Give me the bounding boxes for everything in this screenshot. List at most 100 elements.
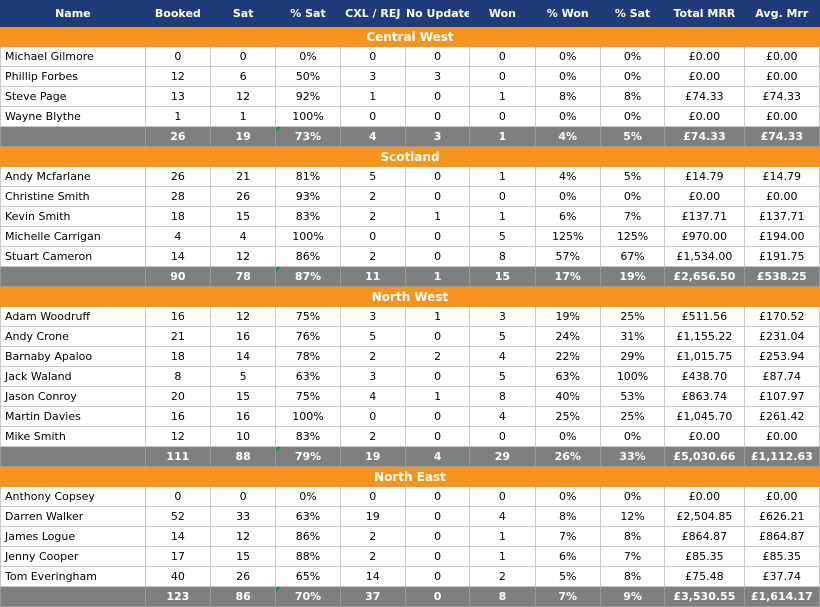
- cell-avg-mrr[interactable]: £231.04: [743, 326, 820, 347]
- cell-pct-sat[interactable]: 0%: [275, 486, 341, 507]
- cell-avg-mrr[interactable]: £37.74: [743, 566, 820, 587]
- cell-booked[interactable]: 40: [144, 566, 212, 587]
- cell-pct-sat[interactable]: 78%: [275, 346, 341, 367]
- header-cxl-rej[interactable]: CXL / REJ: [339, 0, 406, 27]
- cell-no-update[interactable]: 0: [404, 86, 471, 107]
- header-won[interactable]: Won: [469, 0, 536, 27]
- cell-total-mrr[interactable]: £74.33: [664, 86, 745, 107]
- total-cell-name[interactable]: [0, 446, 146, 467]
- cell-sat[interactable]: 14: [210, 346, 277, 367]
- cell-avg-mrr[interactable]: £626.21: [743, 506, 820, 527]
- cell-pct-sat-2[interactable]: 7%: [599, 546, 666, 567]
- cell-cxl-rej[interactable]: 5: [339, 166, 406, 187]
- cell-won[interactable]: 0: [469, 66, 536, 87]
- total-cell-won[interactable]: 8: [469, 586, 536, 607]
- cell-pct-sat[interactable]: 0%: [275, 46, 341, 67]
- total-cell-total-mrr[interactable]: £2,656.50: [664, 266, 745, 287]
- cell-pct-sat[interactable]: 63%: [275, 366, 341, 387]
- cell-cxl-rej[interactable]: 2: [339, 186, 406, 207]
- cell-avg-mrr[interactable]: £0.00: [743, 486, 820, 507]
- cell-avg-mrr[interactable]: £0.00: [743, 186, 820, 207]
- cell-name[interactable]: Stuart Cameron: [0, 246, 146, 267]
- cell-pct-sat-2[interactable]: 0%: [599, 46, 666, 67]
- cell-sat[interactable]: 12: [210, 86, 277, 107]
- total-cell-pct-sat-2[interactable]: 5%: [599, 126, 666, 147]
- header-booked[interactable]: Booked: [144, 0, 212, 27]
- total-cell-no-update[interactable]: 4: [404, 446, 471, 467]
- cell-cxl-rej[interactable]: 0: [339, 106, 406, 127]
- cell-no-update[interactable]: 1: [404, 386, 471, 407]
- cell-pct-sat[interactable]: 75%: [275, 306, 341, 327]
- total-cell-pct-won[interactable]: 17%: [534, 266, 601, 287]
- cell-sat[interactable]: 26: [210, 186, 277, 207]
- cell-won[interactable]: 1: [469, 546, 536, 567]
- total-cell-pct-won[interactable]: 26%: [534, 446, 601, 467]
- header-pct-won[interactable]: % Won: [534, 0, 601, 27]
- cell-pct-won[interactable]: 0%: [534, 106, 601, 127]
- cell-booked[interactable]: 18: [144, 206, 212, 227]
- cell-won[interactable]: 5: [469, 326, 536, 347]
- cell-no-update[interactable]: 0: [404, 566, 471, 587]
- cell-sat[interactable]: 12: [210, 526, 277, 547]
- total-cell-booked[interactable]: 26: [144, 126, 212, 147]
- cell-total-mrr[interactable]: £0.00: [664, 46, 745, 67]
- cell-total-mrr[interactable]: £0.00: [664, 486, 745, 507]
- cell-cxl-rej[interactable]: 2: [339, 426, 406, 447]
- cell-cxl-rej[interactable]: 2: [339, 526, 406, 547]
- cell-won[interactable]: 4: [469, 506, 536, 527]
- cell-cxl-rej[interactable]: 4: [339, 386, 406, 407]
- cell-name[interactable]: Phillip Forbes: [0, 66, 146, 87]
- cell-no-update[interactable]: 3: [404, 66, 471, 87]
- cell-name[interactable]: Michael Gilmore: [0, 46, 146, 67]
- cell-total-mrr[interactable]: £85.35: [664, 546, 745, 567]
- cell-name[interactable]: Tom Everingham: [0, 566, 146, 587]
- cell-pct-sat-2[interactable]: 0%: [599, 66, 666, 87]
- cell-total-mrr[interactable]: £137.71: [664, 206, 745, 227]
- total-cell-no-update[interactable]: 3: [404, 126, 471, 147]
- cell-booked[interactable]: 26: [144, 166, 212, 187]
- cell-sat[interactable]: 16: [210, 326, 277, 347]
- total-cell-no-update[interactable]: 0: [404, 586, 471, 607]
- cell-pct-won[interactable]: 6%: [534, 546, 601, 567]
- cell-pct-sat[interactable]: 81%: [275, 166, 341, 187]
- cell-pct-sat[interactable]: 83%: [275, 426, 341, 447]
- cell-sat[interactable]: 4: [210, 226, 277, 247]
- cell-name[interactable]: Jack Waland: [0, 366, 146, 387]
- cell-booked[interactable]: 1: [144, 106, 212, 127]
- cell-sat[interactable]: 33: [210, 506, 277, 527]
- cell-pct-won[interactable]: 0%: [534, 46, 601, 67]
- total-cell-pct-sat[interactable]: 73%: [275, 126, 341, 147]
- cell-won[interactable]: 1: [469, 166, 536, 187]
- cell-pct-won[interactable]: 8%: [534, 86, 601, 107]
- cell-pct-won[interactable]: 57%: [534, 246, 601, 267]
- cell-no-update[interactable]: 0: [404, 526, 471, 547]
- cell-won[interactable]: 8: [469, 386, 536, 407]
- cell-name[interactable]: Jenny Cooper: [0, 546, 146, 567]
- total-cell-total-mrr[interactable]: £3,530.55: [664, 586, 745, 607]
- cell-booked[interactable]: 20: [144, 386, 212, 407]
- cell-avg-mrr[interactable]: £253.94: [743, 346, 820, 367]
- cell-pct-sat-2[interactable]: 8%: [599, 566, 666, 587]
- cell-pct-sat[interactable]: 100%: [275, 226, 341, 247]
- total-cell-pct-sat-2[interactable]: 33%: [599, 446, 666, 467]
- total-cell-total-mrr[interactable]: £5,030.66: [664, 446, 745, 467]
- cell-pct-won[interactable]: 0%: [534, 486, 601, 507]
- total-cell-cxl-rej[interactable]: 11: [339, 266, 406, 287]
- cell-sat[interactable]: 0: [210, 46, 277, 67]
- cell-name[interactable]: Kevin Smith: [0, 206, 146, 227]
- cell-pct-won[interactable]: 40%: [534, 386, 601, 407]
- cell-cxl-rej[interactable]: 3: [339, 306, 406, 327]
- cell-total-mrr[interactable]: £2,504.85: [664, 506, 745, 527]
- cell-avg-mrr[interactable]: £85.35: [743, 546, 820, 567]
- total-cell-pct-sat-2[interactable]: 19%: [599, 266, 666, 287]
- cell-pct-sat-2[interactable]: 0%: [599, 106, 666, 127]
- total-cell-pct-sat[interactable]: 70%: [275, 586, 341, 607]
- cell-cxl-rej[interactable]: 0: [339, 486, 406, 507]
- cell-total-mrr[interactable]: £863.74: [664, 386, 745, 407]
- cell-name[interactable]: Mike Smith: [0, 426, 146, 447]
- cell-pct-won[interactable]: 8%: [534, 506, 601, 527]
- cell-pct-sat[interactable]: 100%: [275, 406, 341, 427]
- cell-name[interactable]: Martin Davies: [0, 406, 146, 427]
- cell-pct-sat-2[interactable]: 8%: [599, 526, 666, 547]
- cell-cxl-rej[interactable]: 0: [339, 406, 406, 427]
